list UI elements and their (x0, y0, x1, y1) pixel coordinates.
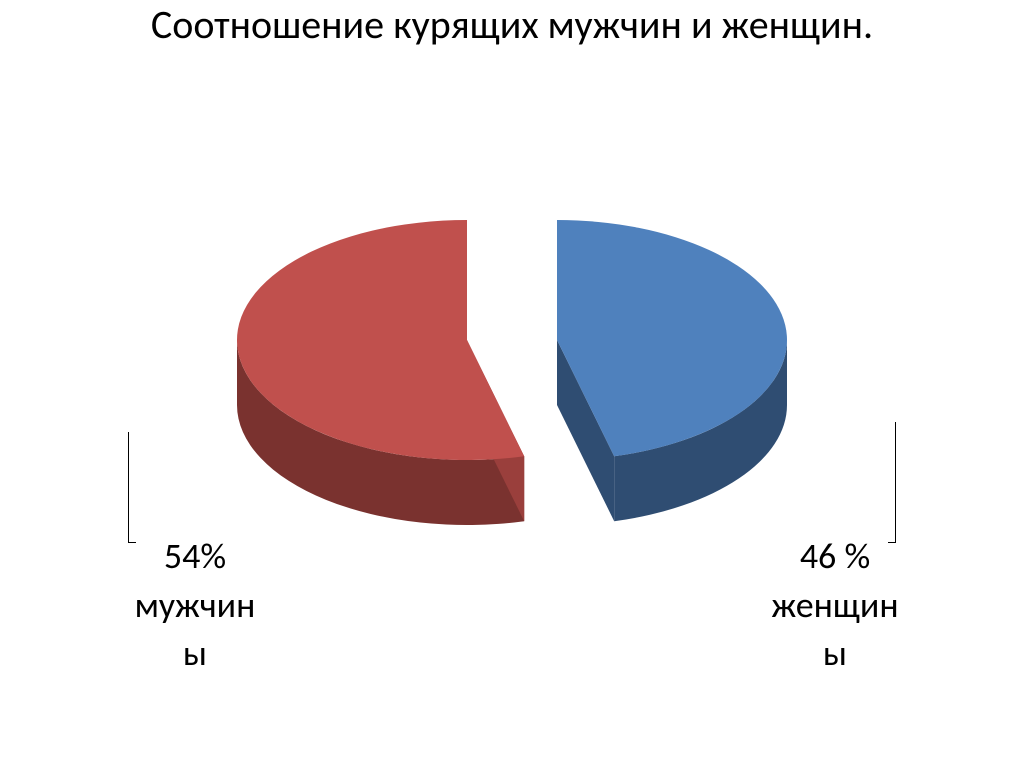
slice-label-women-pct: 46 % (800, 534, 870, 578)
slice-label-men-pct: 54% (164, 534, 226, 578)
leader-line-right-v (895, 422, 896, 542)
chart-title: Соотношение курящих мужчин и женщин. (0, 0, 1024, 48)
slice-label-women-text1: женщин (771, 583, 898, 627)
leader-line-left-v (128, 432, 129, 542)
slice-label-men: 54% мужчин ы (105, 532, 285, 678)
slice-label-women-text2: ы (823, 631, 847, 675)
slice-label-men-text2: ы (183, 631, 207, 675)
slice-label-men-text1: мужчин (135, 583, 256, 627)
slice-label-women: 46 % женщин ы (740, 532, 930, 678)
